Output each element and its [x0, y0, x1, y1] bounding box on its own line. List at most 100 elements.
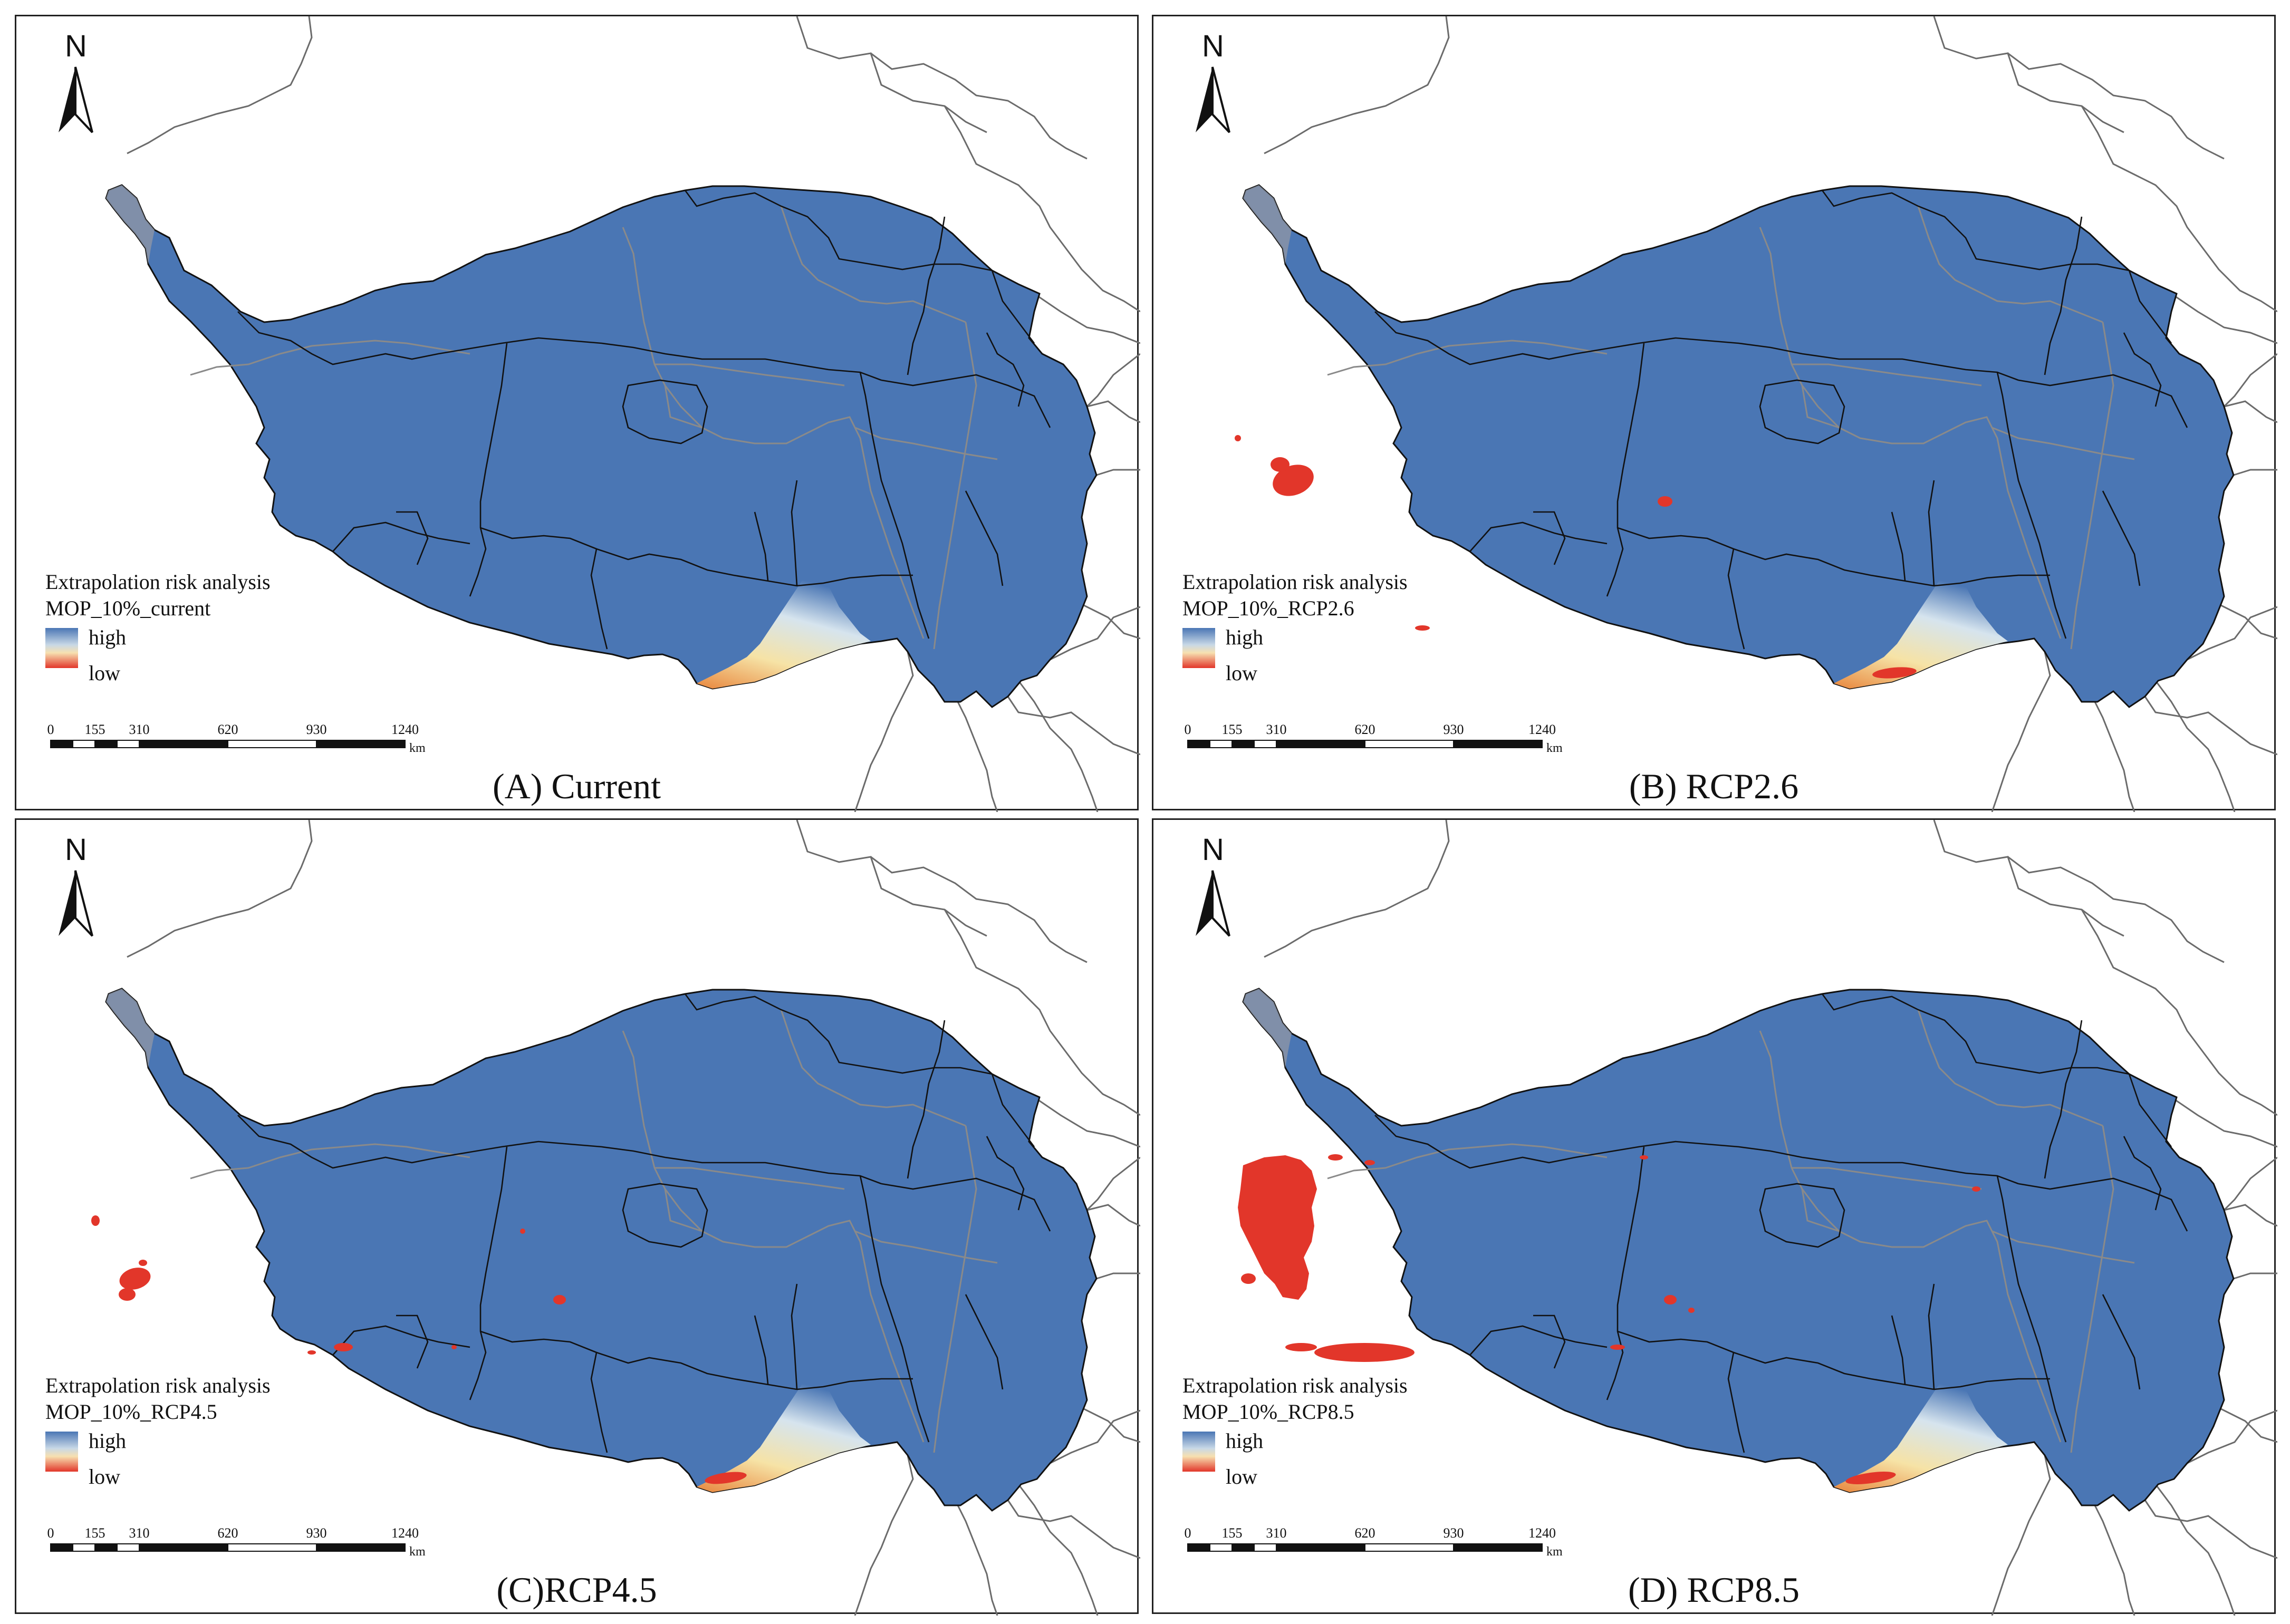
district-boundary-line [859, 1175, 930, 1443]
scale-bar-segment [139, 740, 228, 748]
scale-bar-tick-label: 0 [1185, 722, 1191, 737]
legend-color-ramp [1182, 1432, 1215, 1472]
legend: Extrapolation risk analysis MOP_10%_RCP2… [1182, 569, 1499, 685]
scale-bar-segment [1187, 740, 1210, 748]
district-boundary-line [791, 480, 798, 586]
district-boundary-line [332, 1325, 470, 1356]
district-boundary-line [1928, 480, 1935, 586]
district-boundary-line [754, 1315, 769, 1385]
district-boundary-line [1759, 1183, 1845, 1248]
extrapolation-risk-patch [451, 1345, 457, 1349]
district-boundary-line [1928, 1283, 1935, 1390]
province-boundary-line [1792, 1167, 1982, 1190]
province-boundary-line [1327, 1143, 1608, 1180]
panel-caption: (D) RCP8.5 [1628, 1570, 1800, 1610]
scale-bar-segment [117, 740, 140, 748]
district-boundary-line [1374, 311, 2019, 381]
district-boundary-line [622, 379, 708, 444]
scale-bar-tick-label: 155 [1222, 1525, 1243, 1541]
plateau-region [1242, 988, 2235, 1512]
province-boundary-line [780, 1009, 966, 1127]
scale-bar-segment [94, 1543, 118, 1552]
scale-bar-tick-label: 1240 [1528, 1525, 1556, 1541]
district-boundary-line [2102, 1294, 2141, 1390]
north-arrow-icon [1196, 870, 1230, 937]
plateau-region [1242, 184, 2235, 708]
country-boundary-line [1017, 680, 1099, 812]
district-boundary-line [1891, 1315, 1906, 1385]
extrapolation-risk-patch [139, 1260, 147, 1266]
district-boundary-line [1533, 511, 1566, 565]
extrapolation-risk-patch [1314, 1343, 1415, 1362]
district-boundary-line [2123, 332, 2162, 407]
province-boundary-line [1917, 1009, 2103, 1127]
country-boundary-line [2187, 606, 2277, 661]
north-arrow-icon [59, 66, 93, 133]
extrapolation-risk-patch [1235, 435, 1241, 441]
province-boundary-line [1991, 1230, 2135, 1264]
legend-low-label: low [89, 661, 120, 685]
district-boundary-line [2044, 216, 2083, 375]
himalaya-gradient-zone [697, 570, 871, 689]
panel-caption: (C)RCP4.5 [496, 1570, 657, 1610]
country-boundary-line [2233, 469, 2277, 476]
scale-bar-tick-label: 620 [218, 1525, 238, 1541]
country-boundary-line [1034, 1096, 1140, 1148]
plateau-western-rim [106, 185, 155, 264]
legend-low-label: low [89, 1465, 120, 1488]
scale-bar-unit: km [409, 741, 426, 755]
north-arrow-icon [1196, 66, 1230, 133]
country-boundary-line [1933, 820, 2124, 937]
extrapolation-risk-patch [705, 1472, 747, 1484]
panel-caption: (A) Current [492, 766, 661, 806]
legend-title: Extrapolation risk analysis [1182, 570, 1408, 594]
scale-bar-tick-label: 930 [306, 1525, 327, 1541]
scale-bar-segment [316, 1543, 406, 1552]
district-boundary-line [396, 1314, 429, 1369]
scale-bar-segment [117, 1543, 140, 1552]
district-boundary-line [986, 332, 1025, 407]
district-boundary-line [907, 1020, 946, 1179]
scale-bar-tick-label: 930 [1444, 722, 1464, 737]
legend-color-ramp [1182, 628, 1215, 668]
province-boundary-line [190, 1143, 470, 1180]
legend-high-label: high [1226, 1429, 1264, 1453]
north-arrow-icon [59, 870, 93, 937]
scale-bar-segment [72, 740, 95, 748]
province-boundary-line [1801, 385, 1840, 429]
district-boundary-line [991, 270, 1035, 344]
extrapolation-risk-patch [1845, 1472, 1896, 1484]
scale-bar-tick-label: 0 [1185, 1525, 1191, 1541]
district-boundary-line [2128, 270, 2172, 344]
country-boundary-line [2233, 1272, 2277, 1280]
province-boundary-line [854, 427, 998, 460]
country-boundary-line [1007, 1500, 1140, 1559]
province-boundary-line [1991, 427, 2135, 460]
district-boundary-line [2128, 1074, 2172, 1147]
scale-bar-segment [1453, 1543, 1543, 1552]
extrapolation-risk-patch [1872, 667, 1917, 679]
country-boundary-line [1086, 400, 1140, 423]
legend-high-label: high [89, 1429, 127, 1453]
country-boundary-line [870, 856, 1088, 963]
scale-bar-tick-label: 1240 [1528, 722, 1556, 737]
north-arrow: N [1183, 827, 1241, 949]
country-boundary-line [870, 52, 1088, 160]
extrapolation-risk-patch [1238, 1155, 1317, 1300]
country-boundary-line [854, 1455, 914, 1616]
scale-bar-tick-label: 620 [1355, 1525, 1375, 1541]
scale-bar-unit: km [1546, 741, 1563, 755]
district-boundary-line [859, 372, 930, 639]
plateau-region [105, 988, 1098, 1512]
scale-bar-tick-label: 620 [218, 722, 238, 737]
legend-title: Extrapolation risk analysis [45, 1374, 271, 1397]
country-boundary-line [1086, 353, 1140, 408]
country-boundary-line [1264, 16, 1450, 154]
country-boundary-line [1086, 1204, 1140, 1227]
scale-bar-segment [1231, 1543, 1255, 1552]
district-boundary-line [590, 548, 608, 650]
himalaya-gradient-zone [1834, 1374, 2008, 1492]
scale-bar-segment [1364, 740, 1454, 748]
extrapolation-risk-patch [119, 1268, 151, 1290]
scale-bar: 0 155 310 620 930 1240 km [45, 1523, 457, 1575]
